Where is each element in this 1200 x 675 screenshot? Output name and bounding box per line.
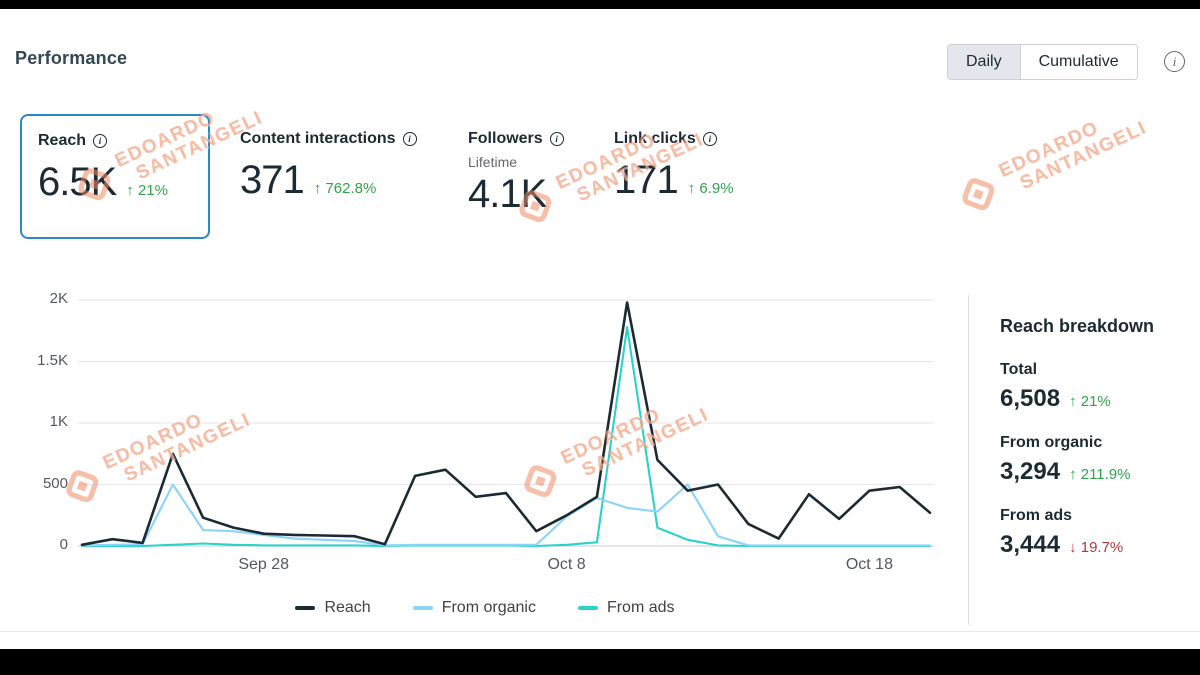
legend-item-from-ads: From ads [577,599,675,617]
info-icon[interactable]: i [549,132,564,146]
breakdown-value: 3,294 [1000,458,1061,485]
breakdown-row-ads: From ads 3,444 ↓ 19.7% [1000,507,1180,559]
tab-cumulative[interactable]: Cumulative [1019,45,1137,79]
metric-value: 171 [614,158,679,202]
breakdown-label: From organic [1000,434,1103,451]
y-axis-tick: 2K [49,290,68,307]
breakdown-value: 6,508 [1000,385,1061,412]
metric-value: 4.1K [468,172,547,216]
series-line-reach [80,301,932,547]
metric-card-reach[interactable]: Reach i 6.5K ↑ 21% [20,114,210,239]
x-axis-tick: Sep 28 [238,556,290,573]
series-line-from-organic [80,483,932,547]
metric-card-followers[interactable]: Followers i Lifetime 4.1K [468,130,564,216]
breakdown-row-organic: From organic 3,294 ↑ 211.9% [1000,434,1180,486]
metric-label: Link clicks [614,130,696,147]
organic-line-swatch-icon [412,606,433,610]
series-line-from-ads [80,326,932,548]
ads-line-swatch-icon [577,606,598,610]
info-icon[interactable]: i [1164,51,1185,72]
legend-item-from-organic: From organic [412,599,536,617]
metric-card-link-clicks[interactable]: Link clicks i 171 ↑ 6.9% [614,130,734,202]
metric-label: Followers [468,130,543,147]
top-letterbox-bar [0,0,1200,9]
metric-label: Content interactions [240,130,396,147]
reach-line-chart [78,299,934,548]
info-icon[interactable]: i [702,132,717,146]
chart-legend: Reach From organic From ads [250,599,720,617]
watermark-text: SANTANGELI [1016,117,1151,195]
watermark: EDOARDO SANTANGELI [948,97,1152,225]
legend-label: From organic [441,599,536,616]
metric-delta: ↑ 6.9% [687,180,734,197]
breakdown-value: 3,444 [1000,531,1061,558]
view-toggle: Daily Cumulative [947,44,1138,80]
y-axis-tick: 0 [59,536,68,553]
y-axis-tick: 1K [49,413,68,430]
bottom-letterbox-bar [0,649,1200,675]
info-icon[interactable]: i [93,134,108,148]
info-icon[interactable]: i [402,132,417,146]
metric-delta: ↑ 21% [126,182,168,199]
breakdown-title: Reach breakdown [1000,316,1155,336]
x-axis-tick: Oct 18 [845,556,893,573]
metric-value: 6.5K [38,160,117,204]
metric-value: 371 [240,158,305,202]
vertical-divider [968,295,969,625]
breakdown-label: Total [1000,361,1038,378]
breakdown-delta: ↑ 211.9% [1069,466,1131,483]
metric-card-content-interactions[interactable]: Content interactions i 371 ↑ 762.8% [240,130,417,202]
metric-delta: ↑ 762.8% [313,180,377,197]
breakdown-delta: ↓ 19.7% [1069,539,1124,556]
page-title: Performance [15,48,128,68]
bottom-divider [0,631,1200,632]
watermark-text: EDOARDO [995,117,1103,182]
metric-label: Reach [38,132,87,149]
legend-item-reach: Reach [295,599,371,617]
y-axis-tick: 500 [42,474,68,492]
x-axis-tick: Oct 8 [547,556,586,573]
tab-daily[interactable]: Daily [948,45,1020,79]
legend-label: Reach [324,599,371,616]
breakdown-label: From ads [1000,507,1073,524]
breakdown-delta: ↑ 21% [1069,393,1111,410]
reach-line-swatch-icon [295,606,316,610]
legend-label: From ads [606,599,675,616]
breakdown-row-total: Total 6,508 ↑ 21% [1000,361,1180,413]
y-axis-tick: 1.5K [37,351,68,369]
reach-breakdown-panel: Reach breakdown Total 6,508 ↑ 21% From o… [1000,316,1180,580]
watermark-logo-icon [948,164,1009,225]
metric-sublabel: Lifetime [468,154,518,170]
